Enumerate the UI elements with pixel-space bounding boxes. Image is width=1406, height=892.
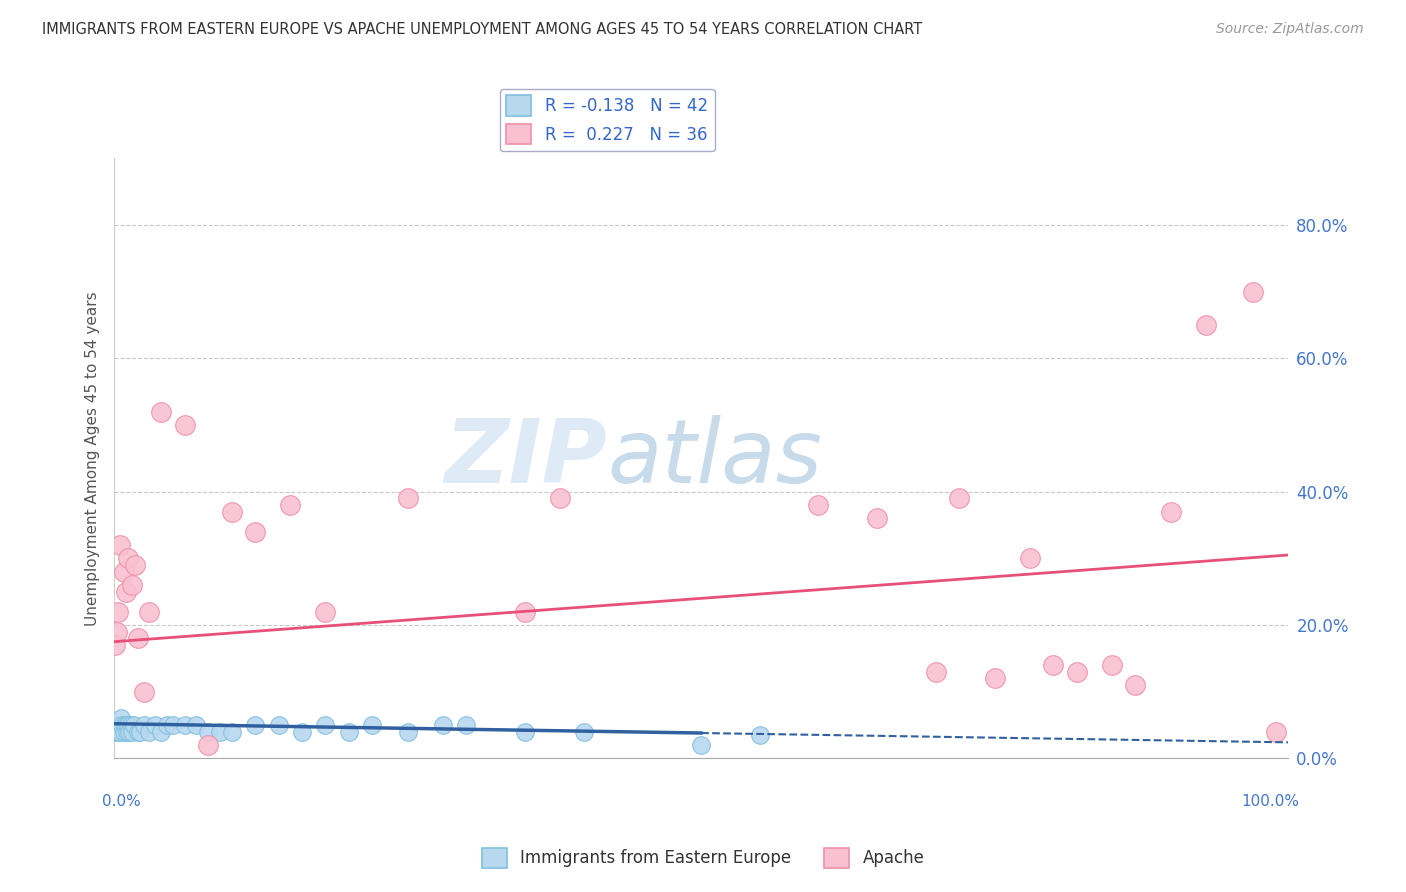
Point [104, 724, 127, 739]
Point [150, 405, 173, 419]
Point [690, 738, 713, 752]
Point [513, 724, 536, 739]
Point [866, 511, 889, 525]
Point [243, 718, 266, 732]
Point [548, 491, 571, 506]
Point [121, 724, 143, 739]
Point [173, 418, 195, 433]
Point [1195, 318, 1218, 332]
Point [337, 724, 360, 739]
Point [186, 718, 208, 732]
Point [925, 665, 948, 679]
Point [138, 724, 160, 739]
Point [278, 498, 301, 512]
Point [314, 605, 336, 619]
Point [1066, 665, 1088, 679]
Point [132, 684, 155, 698]
Text: ZIP: ZIP [444, 415, 607, 502]
Point [117, 718, 139, 732]
Point [572, 724, 595, 739]
Point [108, 538, 131, 552]
Legend: Immigrants from Eastern Europe, Apache: Immigrants from Eastern Europe, Apache [475, 841, 931, 875]
Point [122, 718, 145, 732]
Point [105, 624, 128, 639]
Point [143, 718, 166, 732]
Point [1018, 551, 1040, 566]
Point [396, 724, 419, 739]
Point [197, 724, 219, 739]
Point [112, 565, 135, 579]
Point [121, 578, 143, 592]
Point [111, 718, 134, 732]
Point [983, 671, 1005, 685]
Point [138, 605, 160, 619]
Y-axis label: Unemployment Among Ages 45 to 54 years: Unemployment Among Ages 45 to 54 years [86, 291, 100, 625]
Point [105, 718, 128, 732]
Point [396, 491, 419, 506]
Point [432, 718, 454, 732]
Point [115, 718, 138, 732]
Point [1160, 505, 1182, 519]
Point [197, 738, 219, 752]
Point [361, 718, 384, 732]
Point [129, 724, 152, 739]
Point [120, 718, 142, 732]
Point [948, 491, 970, 506]
Point [104, 638, 127, 652]
Point [807, 498, 830, 512]
Point [115, 724, 138, 739]
Point [156, 718, 179, 732]
Text: 0.0%: 0.0% [103, 795, 141, 809]
Point [221, 505, 243, 519]
Point [513, 605, 536, 619]
Point [115, 584, 138, 599]
Point [243, 524, 266, 539]
Point [127, 724, 149, 739]
Text: 100.0%: 100.0% [1241, 795, 1299, 809]
Point [127, 632, 149, 646]
Point [1101, 658, 1123, 673]
Point [108, 724, 131, 739]
Point [267, 718, 290, 732]
Point [456, 718, 478, 732]
Point [748, 728, 770, 742]
Point [114, 718, 136, 732]
Point [107, 605, 129, 619]
Point [112, 724, 135, 739]
Text: Source: ZipAtlas.com: Source: ZipAtlas.com [1216, 22, 1364, 37]
Point [314, 718, 336, 732]
Point [108, 718, 131, 732]
Point [162, 718, 184, 732]
Point [1241, 285, 1264, 299]
Point [208, 724, 231, 739]
Text: IMMIGRANTS FROM EASTERN EUROPE VS APACHE UNEMPLOYMENT AMONG AGES 45 TO 54 YEARS : IMMIGRANTS FROM EASTERN EUROPE VS APACHE… [42, 22, 922, 37]
Point [118, 724, 141, 739]
Point [117, 551, 139, 566]
Point [107, 724, 129, 739]
Point [173, 718, 195, 732]
Point [110, 711, 132, 725]
Point [221, 724, 243, 739]
Text: atlas: atlas [607, 416, 823, 501]
Point [132, 718, 155, 732]
Point [150, 724, 173, 739]
Point [124, 558, 146, 572]
Point [1042, 658, 1064, 673]
Point [291, 724, 314, 739]
Point [1125, 678, 1147, 692]
Point [1265, 724, 1288, 739]
Legend: R = -0.138   N = 42, R =  0.227   N = 36: R = -0.138 N = 42, R = 0.227 N = 36 [499, 88, 714, 151]
